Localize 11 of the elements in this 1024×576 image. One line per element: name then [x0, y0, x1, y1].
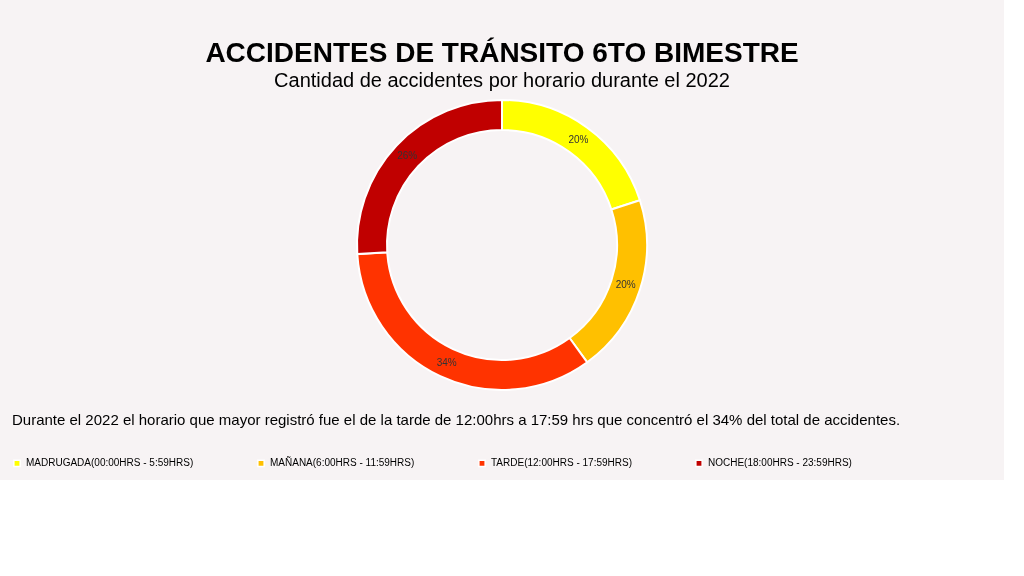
data-label: 20%	[615, 279, 636, 291]
data-label: 34%	[436, 356, 457, 368]
chart-title: ACCIDENTES DE TRÁNSITO 6TO BIMESTRE	[205, 37, 799, 68]
data-label: 26%	[397, 150, 418, 162]
legend-label: NOCHE(18:00HRS - 23:59HRS)	[708, 457, 852, 469]
legend-label: TARDE(12:00HRS - 17:59HRS)	[491, 457, 632, 469]
chart-subtitle: Cantidad de accidentes por horario durante el 2022	[274, 69, 730, 91]
legend-label: MADRUGADA(00:00HRS - 5:59HRS)	[26, 457, 194, 469]
data-label: 20%	[568, 133, 589, 145]
legend-label: MAÑANA(6:00HRS - 11:59HRS)	[270, 456, 415, 469]
text: Durante el 2022 el horario que mayor registró fue el de la tarde de 12:00hrs a 17:59 hrs que concentró el 34% del total de accidentes.	[12, 411, 901, 428]
